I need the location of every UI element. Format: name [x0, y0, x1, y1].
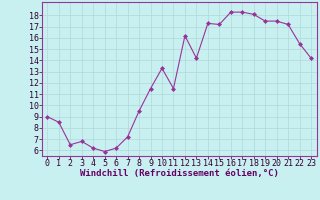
X-axis label: Windchill (Refroidissement éolien,°C): Windchill (Refroidissement éolien,°C): [80, 169, 279, 178]
